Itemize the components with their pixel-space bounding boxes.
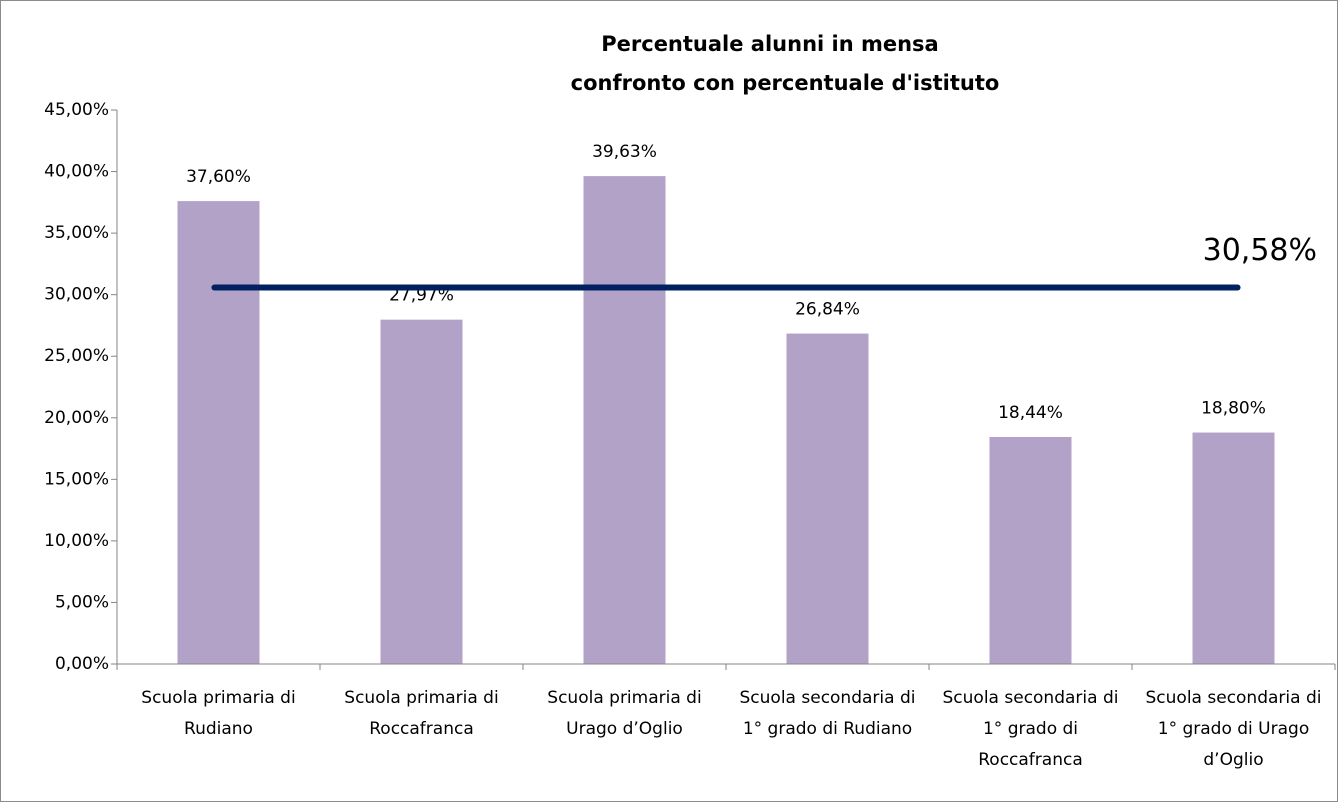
data-label: 18,80%	[1201, 399, 1266, 419]
data-label: 39,63%	[592, 142, 657, 162]
bar	[177, 201, 260, 664]
x-tick-label-line: Scuola primaria di	[547, 688, 701, 708]
x-tick-label: Scuola primaria di Roccafranca	[344, 688, 498, 739]
x-tick-label-line: Scuola primaria di	[344, 688, 498, 708]
bar	[989, 436, 1072, 664]
x-tick-label-line: Roccafranca	[369, 719, 474, 739]
x-tick-label: Scuola secondaria di 1° grado di Rudiano	[740, 688, 916, 739]
data-label: 26,84%	[795, 300, 860, 320]
bar	[1192, 432, 1275, 664]
x-tick-label-line: Roccafranca	[978, 750, 1083, 770]
x-tick-label-line: Scuola secondaria di	[1146, 688, 1322, 708]
x-tick-label-line: Scuola secondaria di	[943, 688, 1119, 708]
x-tick-label-line: 1° grado di	[983, 719, 1078, 739]
x-tick-label-line: Rudiano	[184, 719, 253, 739]
y-tick-label: 10,00%	[44, 531, 109, 551]
x-tick-label-line: Urago d’Oglio	[566, 719, 683, 739]
data-label: 37,60%	[186, 167, 251, 187]
y-tick-label: 5,00%	[55, 592, 109, 612]
y-tick-label: 15,00%	[44, 469, 109, 489]
y-tick-label: 0,00%	[55, 654, 109, 674]
x-tick-label-line: Scuola secondaria di	[740, 688, 916, 708]
y-tick-label: 30,00%	[44, 285, 109, 305]
chart-subtitle: confronto con percentuale d'istituto	[571, 71, 1000, 95]
x-tick-label: Scuola primaria di Urago d’Oglio	[547, 688, 701, 739]
bar	[786, 333, 869, 664]
x-tick-label-line: d’Oglio	[1203, 750, 1263, 770]
y-tick-label: 25,00%	[44, 346, 109, 366]
x-tick-label: Scuola primaria di Rudiano	[141, 688, 295, 739]
y-tick-label: 20,00%	[44, 408, 109, 428]
x-tick-label-line: 1° grado di Urago	[1158, 719, 1309, 739]
bar	[380, 319, 463, 664]
chart-title: Percentuale alunni in mensa	[601, 32, 938, 56]
x-tick-label-line: Scuola primaria di	[141, 688, 295, 708]
x-tick-label: Scuola secondaria di 1° grado di Roccafran…	[943, 688, 1119, 770]
data-label: 18,44%	[998, 403, 1063, 423]
x-tick-label-line: 1° grado di Rudiano	[743, 719, 912, 739]
reference-label: 30,58%	[1203, 233, 1317, 268]
y-tick-label: 35,00%	[44, 223, 109, 243]
y-tick-label: 40,00%	[44, 162, 109, 182]
bar	[583, 176, 666, 665]
x-tick-label: Scuola secondaria di 1° grado di Urago d’O…	[1146, 688, 1322, 770]
y-tick-label: 45,00%	[44, 100, 109, 120]
data-label: 27,97%	[389, 286, 454, 306]
